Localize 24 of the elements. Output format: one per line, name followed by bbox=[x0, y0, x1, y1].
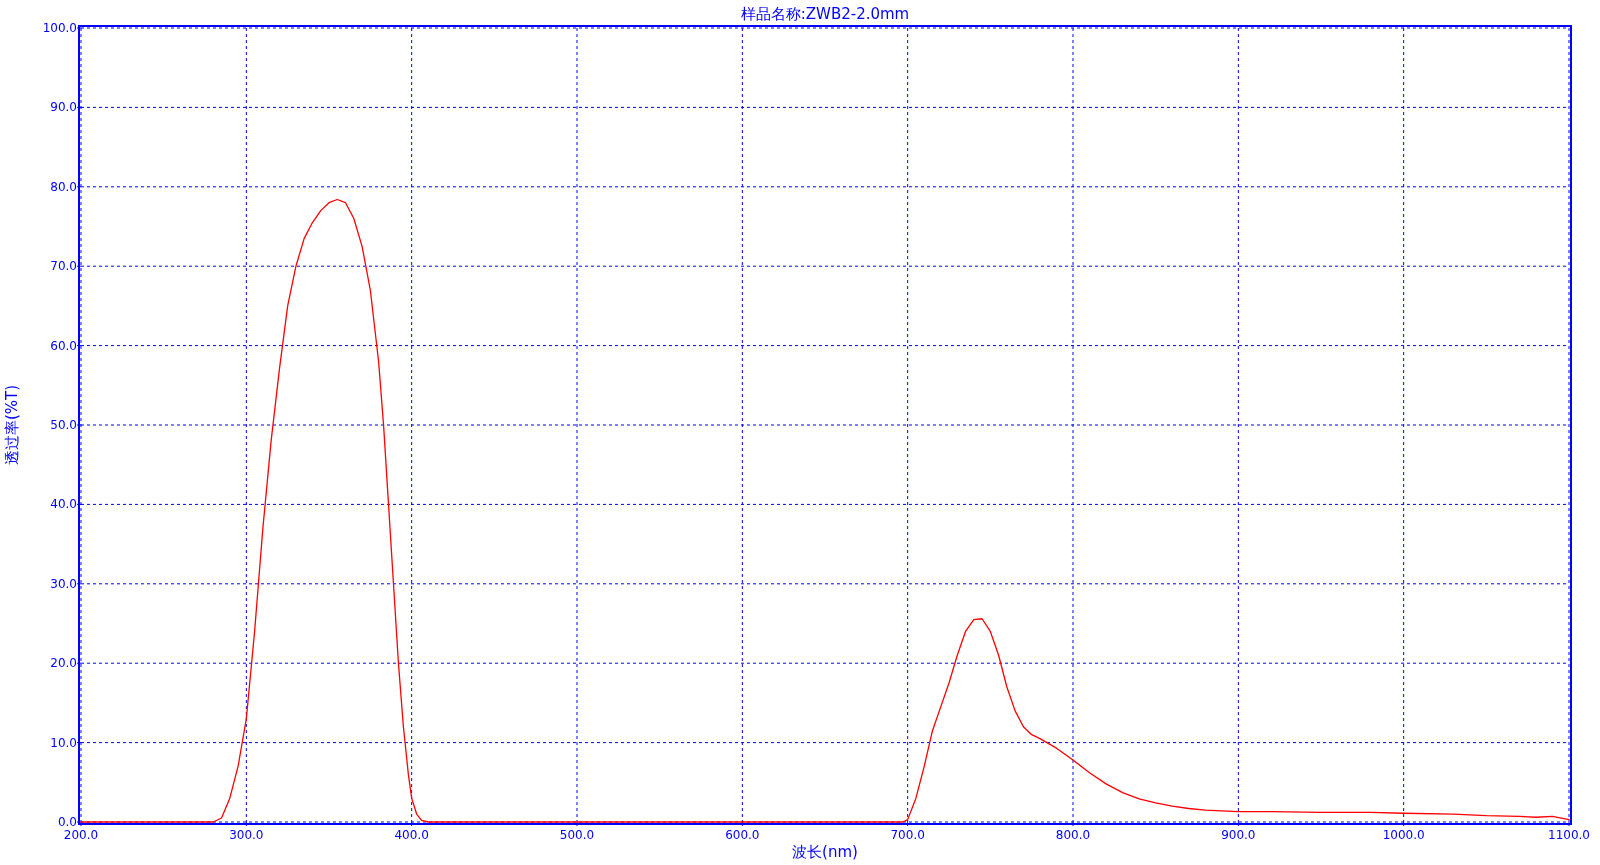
y-tick-label: 30.0 bbox=[50, 576, 77, 591]
x-tick-label: 200.0 bbox=[63, 828, 99, 842]
y-tick-label: 90.0 bbox=[50, 100, 77, 115]
y-tick-label: 10.0 bbox=[50, 735, 77, 750]
chart-title: 样品名称:ZWB2-2.0mm bbox=[740, 5, 910, 23]
x-tick-label: 800.0 bbox=[1055, 828, 1091, 842]
x-tick-label: 1000.0 bbox=[1382, 828, 1425, 842]
x-axis-title: 波长(nm) bbox=[792, 843, 858, 861]
x-tick-label: 700.0 bbox=[890, 828, 925, 842]
y-axis-title: 透过率(%T) bbox=[3, 384, 21, 466]
y-tick-label: 20.0 bbox=[50, 656, 77, 671]
y-tick-label: 80.0 bbox=[50, 179, 77, 194]
x-tick-label: 400.0 bbox=[394, 828, 429, 842]
y-tick-label: 0.0 bbox=[57, 815, 77, 829]
x-tick-label: 900.0 bbox=[1221, 828, 1256, 842]
y-tick-label: 40.0 bbox=[50, 497, 77, 512]
y-tick-label: 60.0 bbox=[50, 338, 77, 353]
x-tick-label: 600.0 bbox=[725, 828, 760, 842]
x-tick-label: 500.0 bbox=[559, 828, 595, 842]
y-tick-label: 100.0 bbox=[42, 21, 77, 35]
y-tick-label: 70.0 bbox=[50, 259, 77, 274]
x-tick-label: 1100.0 bbox=[1548, 828, 1590, 842]
x-tick-label: 300.0 bbox=[229, 828, 264, 842]
y-tick-label: 50.0 bbox=[50, 418, 77, 432]
